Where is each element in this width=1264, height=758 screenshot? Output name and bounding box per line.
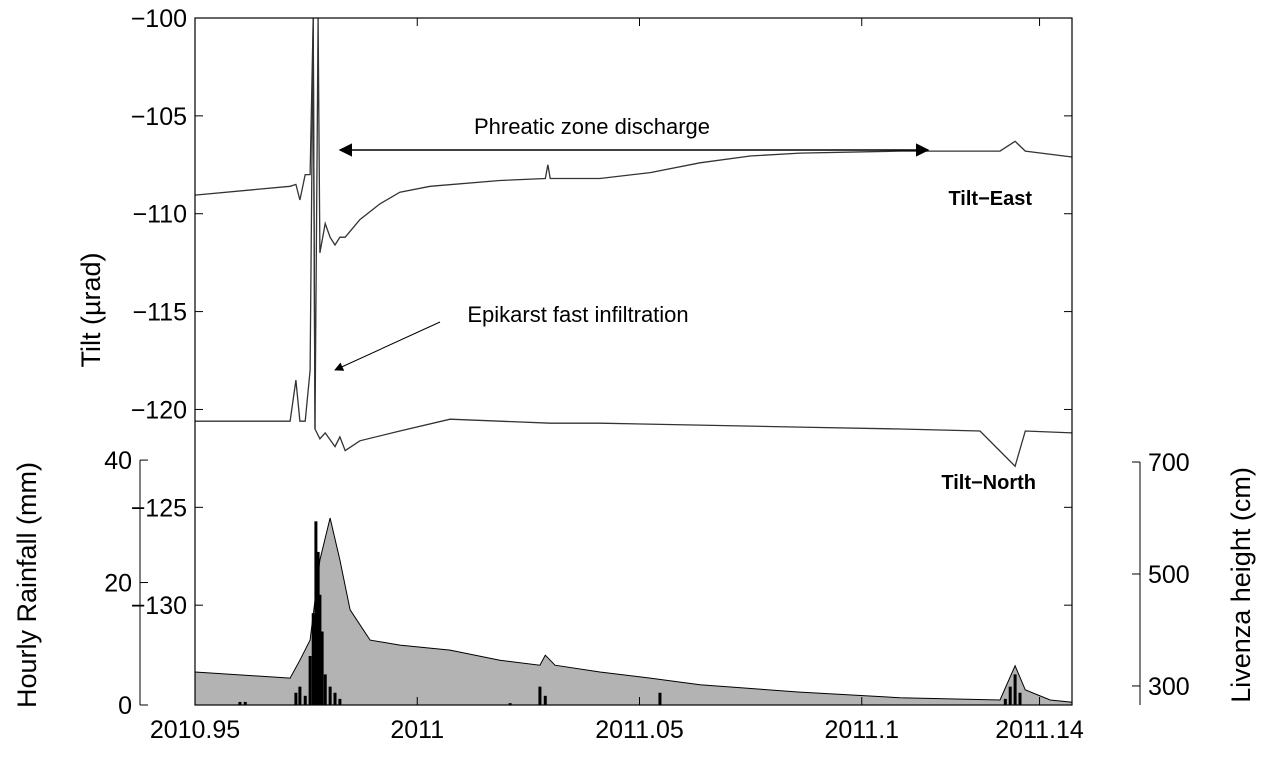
y-axis-title: Hourly Rainfall (mm) bbox=[12, 462, 42, 708]
bar bbox=[1018, 692, 1022, 705]
bar bbox=[323, 674, 327, 705]
x-tick-label: 2011 bbox=[390, 716, 444, 744]
y-axis-title: Tilt (µrad) bbox=[76, 252, 106, 367]
y-tick-label: −125 bbox=[131, 494, 187, 522]
x-tick-label: 2010.95 bbox=[150, 716, 240, 744]
y-tick-label: 700 bbox=[1148, 449, 1190, 477]
y-tick-label: −130 bbox=[131, 592, 187, 620]
x-tick-label: 2011.05 bbox=[595, 716, 684, 744]
bar bbox=[1013, 674, 1017, 705]
bar bbox=[508, 703, 512, 705]
bar bbox=[338, 698, 342, 705]
y-tick-label: −100 bbox=[131, 5, 187, 33]
y-tick-label: −105 bbox=[131, 103, 187, 131]
y-tick-label: 500 bbox=[1148, 561, 1190, 589]
y-axis-title: Livenza height (cm) bbox=[1226, 467, 1256, 703]
line bbox=[194, 17, 1073, 430]
bar bbox=[294, 692, 298, 705]
bar bbox=[538, 686, 542, 705]
x-tick-label: 2011.1 bbox=[824, 716, 899, 744]
annotation: Phreatic zone discharge bbox=[474, 114, 710, 139]
x-tick-label: 2011.14 bbox=[995, 716, 1084, 744]
bar bbox=[1003, 698, 1007, 705]
bar bbox=[238, 701, 242, 705]
bar bbox=[298, 686, 302, 705]
bar bbox=[543, 695, 547, 705]
arrow bbox=[334, 321, 441, 371]
bar bbox=[328, 686, 332, 705]
series-label: Tilt−East bbox=[948, 188, 1032, 210]
bar bbox=[243, 701, 247, 705]
y-tick-label: −115 bbox=[133, 299, 187, 327]
series-label: Tilt−North bbox=[941, 472, 1036, 494]
y-tick-label: −110 bbox=[133, 201, 187, 229]
bar bbox=[658, 692, 662, 705]
bar bbox=[311, 613, 315, 705]
bar bbox=[303, 695, 307, 705]
bar bbox=[316, 551, 320, 705]
bar bbox=[314, 521, 318, 705]
line bbox=[195, 17, 1073, 468]
bar bbox=[308, 656, 312, 705]
bar bbox=[320, 631, 324, 705]
bar bbox=[318, 594, 322, 705]
area bbox=[194, 517, 1073, 706]
y-tick-label: −120 bbox=[131, 396, 187, 424]
y-tick-label: 40 bbox=[104, 447, 132, 475]
y-tick-label: 300 bbox=[1148, 673, 1190, 701]
bar bbox=[333, 692, 337, 705]
y-tick-label: 0 bbox=[118, 692, 132, 720]
y-tick-label: 20 bbox=[104, 570, 132, 598]
annotation: Epikarst fast infiltration bbox=[467, 302, 688, 327]
bar bbox=[1008, 686, 1012, 705]
plot-frame bbox=[194, 17, 1073, 706]
